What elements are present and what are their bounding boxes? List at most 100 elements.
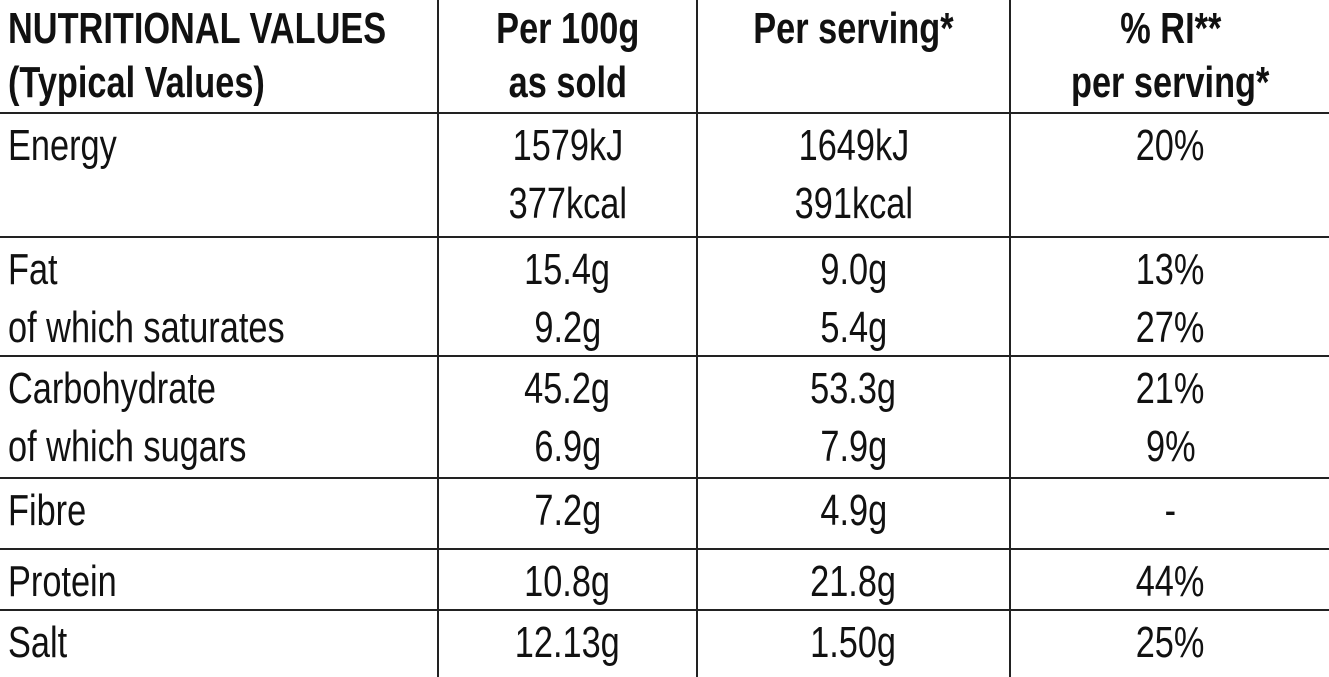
cell-line: 10.8g [440, 553, 695, 611]
table-cell: 12.13g [440, 614, 695, 672]
cell-text: 10.8g [524, 557, 611, 606]
cell-line: 1649kJ [699, 117, 1008, 175]
table-cell: 7.2g [440, 482, 695, 540]
table-cell: 25% [1012, 614, 1329, 672]
table-cell: 44% [1012, 553, 1329, 611]
header-cell: Per serving* [699, 2, 1008, 56]
cell-line: 13% [1012, 241, 1329, 299]
cell-line: 20% [1012, 117, 1329, 175]
cell-text: of which saturates [8, 303, 285, 352]
cell-line: 25% [1012, 614, 1329, 672]
column-divider [696, 0, 698, 677]
cell-text: 20% [1136, 121, 1205, 170]
cell-text: 12.13g [515, 618, 620, 667]
table-cell: 45.2g 6.9g [440, 360, 695, 476]
row-divider [0, 477, 1329, 479]
cell-text: - [1164, 486, 1177, 535]
row-divider [0, 236, 1329, 238]
column-divider [437, 0, 439, 677]
cell-text: 9% [1145, 422, 1196, 471]
table-cell: 15.4g 9.2g [440, 241, 695, 357]
cell-line: 21.8g [699, 553, 1008, 611]
cell-line: Per 100g [440, 2, 695, 56]
cell-text: 21.8g [810, 557, 897, 606]
cell-line: Energy [8, 117, 436, 175]
cell-text: Fat [8, 245, 58, 294]
cell-line: Per serving* [699, 2, 1008, 56]
cell-text: per serving* [1071, 58, 1270, 107]
cell-text: 5.4g [820, 303, 887, 352]
cell-text: of which sugars [8, 422, 247, 471]
cell-text: 21% [1136, 364, 1205, 413]
cell-line: 1579kJ [440, 117, 695, 175]
cell-line: Fat [8, 241, 436, 299]
cell-text: 45.2g [524, 364, 611, 413]
cell-line: % RI** [1012, 2, 1329, 56]
table-cell: 53.3g 7.9g [699, 360, 1008, 476]
cell-text: 391kcal [794, 179, 913, 228]
cell-line: 9.2g [440, 299, 695, 357]
cell-text: (Typical Values) [8, 58, 265, 107]
cell-text: Per 100g [495, 4, 640, 53]
cell-text: 13% [1136, 245, 1205, 294]
cell-line: (Typical Values) [8, 56, 436, 110]
cell-line: of which saturates [8, 299, 436, 357]
column-divider [1009, 0, 1011, 677]
row-divider [0, 355, 1329, 357]
table-cell: 4.9g [699, 482, 1008, 540]
cell-text: 25% [1136, 618, 1205, 667]
row-divider [0, 548, 1329, 550]
cell-line: 391kcal [699, 175, 1008, 233]
cell-text: 9.2g [534, 303, 601, 352]
cell-line: Carbohydrate [8, 360, 436, 418]
cell-line: 12.13g [440, 614, 695, 672]
header-cell: % RI** per serving* [1012, 2, 1329, 110]
cell-text: 27% [1136, 303, 1205, 352]
cell-text: Salt [8, 618, 68, 667]
cell-text: 44% [1136, 557, 1205, 606]
cell-line: 1.50g [699, 614, 1008, 672]
table-cell: 21.8g [699, 553, 1008, 611]
cell-text: Energy [8, 121, 117, 170]
cell-text: 377kcal [508, 179, 627, 228]
cell-line: 9.0g [699, 241, 1008, 299]
cell-text: 4.9g [820, 486, 887, 535]
cell-text: 7.9g [820, 422, 887, 471]
cell-text: 15.4g [524, 245, 611, 294]
cell-text: 7.2g [534, 486, 601, 535]
cell-line: 5.4g [699, 299, 1008, 357]
table-cell: 1.50g [699, 614, 1008, 672]
cell-text: Protein [8, 557, 117, 606]
cell-line: 21% [1012, 360, 1329, 418]
cell-line: as sold [440, 56, 695, 110]
cell-line: NUTRITIONAL VALUES [8, 2, 436, 56]
cell-text: 1.50g [810, 618, 897, 667]
header-cell: NUTRITIONAL VALUES (Typical Values) [8, 2, 436, 110]
header-cell: Per 100g as sold [440, 2, 695, 110]
cell-line: 377kcal [440, 175, 695, 233]
cell-line: Protein [8, 553, 436, 611]
table-cell: Salt [8, 614, 436, 672]
cell-line: 27% [1012, 299, 1329, 357]
cell-line: per serving* [1012, 56, 1329, 110]
cell-text: 1579kJ [512, 121, 623, 170]
cell-line: - [1012, 482, 1329, 540]
cell-text: Carbohydrate [8, 364, 216, 413]
table-cell: Protein [8, 553, 436, 611]
cell-text: 9.0g [820, 245, 887, 294]
table-cell: 1579kJ 377kcal [440, 117, 695, 233]
table-cell: 10.8g [440, 553, 695, 611]
cell-line: 6.9g [440, 418, 695, 476]
table-cell: Fat of which saturates [8, 241, 436, 357]
cell-text: 53.3g [810, 364, 897, 413]
cell-text: Fibre [8, 486, 87, 535]
row-divider [0, 609, 1329, 611]
cell-text: 6.9g [534, 422, 601, 471]
cell-text: NUTRITIONAL VALUES [8, 4, 387, 53]
cell-line: 7.9g [699, 418, 1008, 476]
table-cell: Fibre [8, 482, 436, 540]
table-cell: 20% [1012, 117, 1329, 175]
cell-line: 53.3g [699, 360, 1008, 418]
table-cell: - [1012, 482, 1329, 540]
